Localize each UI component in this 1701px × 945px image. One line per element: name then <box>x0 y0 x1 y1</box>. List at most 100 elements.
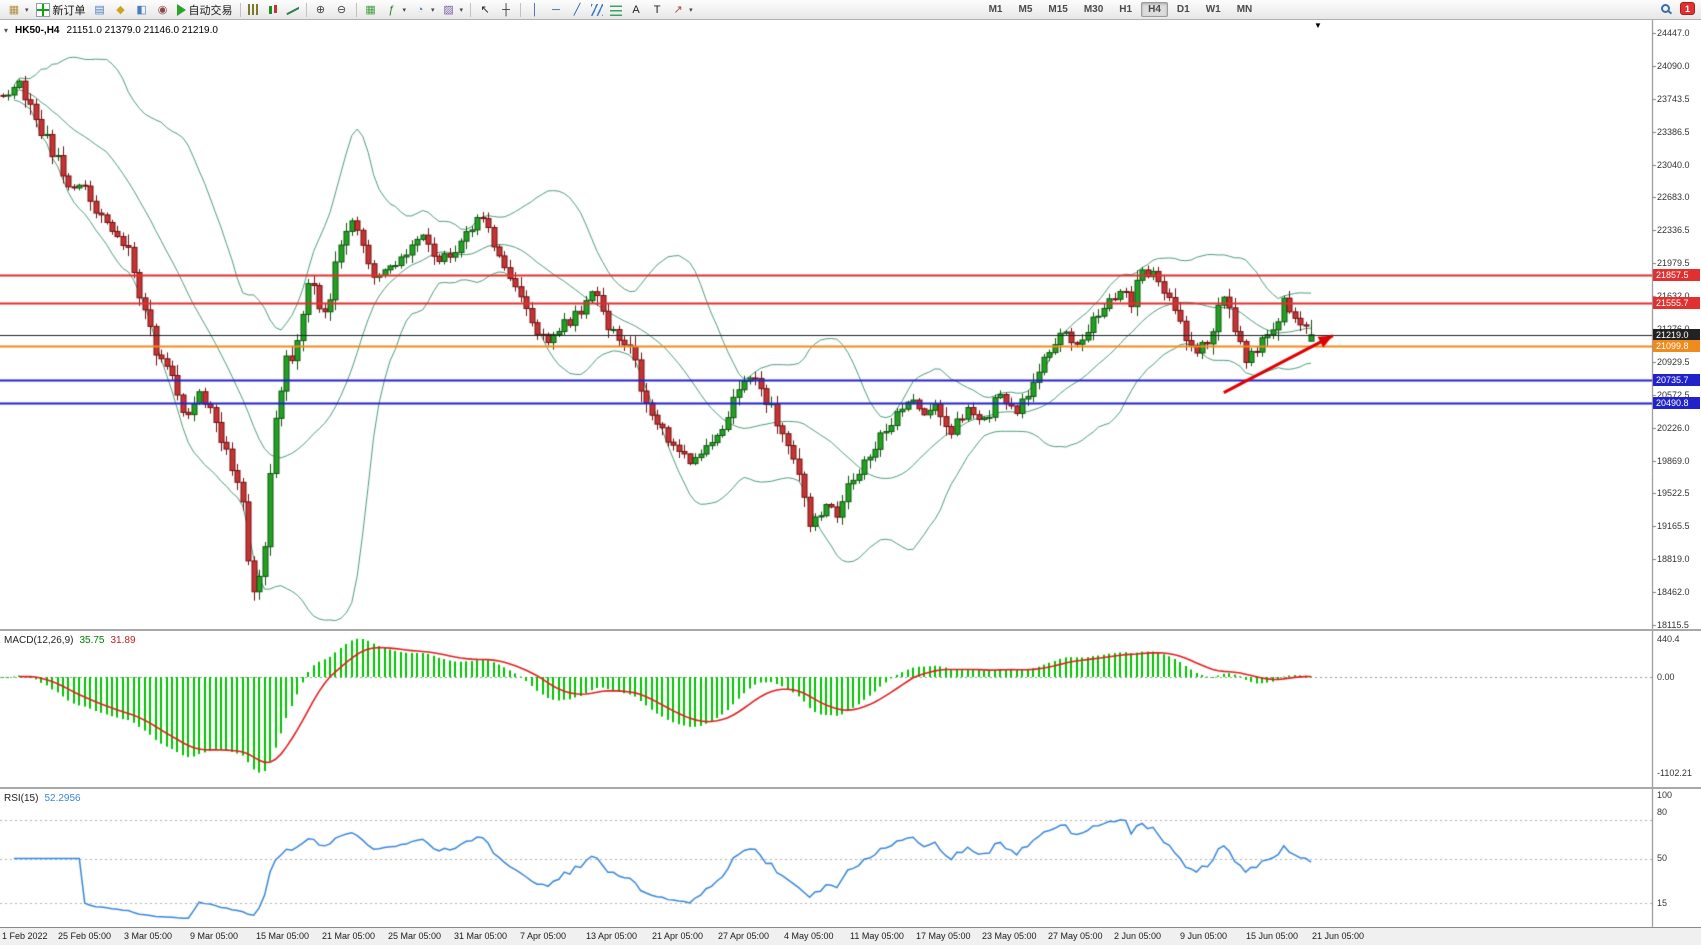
timeframe-h1-button[interactable]: H1 <box>1119 4 1133 15</box>
time-axis-label: 15 Mar 05:00 <box>256 931 310 941</box>
metaeditor-button[interactable]: ◆ <box>111 1 131 19</box>
templates-caret-icon: ▾ <box>459 6 464 14</box>
time-axis-label: 21 Apr 05:00 <box>652 931 704 941</box>
toolbar-separator <box>239 2 241 17</box>
notification-badge[interactable]: 1 <box>1680 2 1695 15</box>
periods-caret-icon: ▾ <box>431 6 435 14</box>
search-icon[interactable] <box>1661 4 1670 13</box>
timeframe-mn-button[interactable]: MN <box>1236 4 1253 15</box>
timeframe-w1-button[interactable]: W1 <box>1205 4 1221 15</box>
templates-button[interactable]: ▨ ▾ <box>439 1 467 19</box>
time-axis-label: 1 Feb 2022 <box>2 931 48 941</box>
market-watch-button[interactable]: ▤ <box>90 1 110 19</box>
vertical-line-button[interactable]: │ <box>525 1 545 19</box>
toolbar-separator <box>305 2 307 17</box>
zoom-in-icon: ⊕ <box>315 3 326 16</box>
crosshair-button[interactable]: ┼ <box>496 1 516 19</box>
time-axis-label: 27 Apr 05:00 <box>718 931 770 941</box>
timeframe-m5-button[interactable]: M5 <box>1018 4 1033 15</box>
macd-indicator-label: MACD(12,26,9) 35.75 31.89 <box>4 635 136 646</box>
timeframe-m1-button[interactable]: M1 <box>988 4 1003 15</box>
sounds-icon: ◉ <box>157 3 168 16</box>
metaeditor-icon: ◆ <box>116 3 125 16</box>
time-axis-label: 11 May 05:00 <box>850 931 904 941</box>
line-chart-icon <box>286 4 299 16</box>
cursor-button[interactable]: ↖ <box>475 1 495 19</box>
auto-trading-button[interactable]: 自动交易 <box>174 1 236 19</box>
time-axis-label: 7 Apr 05:00 <box>520 931 567 941</box>
zoom-out-icon: ⊖ <box>336 3 347 16</box>
auto-trading-icon <box>176 3 186 16</box>
time-axis-label: 17 May 05:00 <box>916 931 971 941</box>
equidistant-channel-button[interactable] <box>588 1 606 19</box>
periods-icon: ◔ <box>416 3 424 16</box>
text-button[interactable]: A <box>626 1 646 19</box>
rsi-name: RSI(15) <box>4 793 39 804</box>
arrows-caret-icon: ▾ <box>689 6 693 14</box>
horizontal-line-button[interactable]: ─ <box>546 1 566 19</box>
navigator-button[interactable]: ◧ <box>132 1 152 19</box>
toolbar: ▦ ▾ 新订单 ▤ ◆ ◧ ◉ 自动交易 ⊕ ⊖ ▦ ƒ ▾ ◔ ▾ ▨ ▾ ↖ ┼ │ ─ ╱ A T ↗ ▾ M1 M5 M15 M… <box>0 0 1701 20</box>
rsi-indicator-label: RSI(15) 52.2956 <box>4 793 81 804</box>
sounds-button[interactable]: ◉ <box>153 1 173 19</box>
arrows-icon: ↗ <box>673 3 683 16</box>
tile-windows-button[interactable]: ▦ <box>361 1 381 19</box>
panel-separator[interactable] <box>0 629 1701 631</box>
time-axis-label: 25 Mar 05:00 <box>388 931 442 941</box>
fibonacci-button[interactable] <box>607 1 625 19</box>
timeframe-m30-button[interactable]: M30 <box>1083 4 1104 15</box>
line-chart-button[interactable] <box>283 1 302 19</box>
text-icon: A <box>632 3 640 16</box>
bar-chart-button[interactable] <box>245 1 263 19</box>
new-order-button[interactable]: 新订单 <box>33 1 89 19</box>
macd-main-value: 35.75 <box>79 635 105 646</box>
time-axis-label: 27 May 05:00 <box>1048 931 1103 941</box>
toolbar-separator <box>355 2 357 17</box>
new-order-icon <box>35 2 50 17</box>
timeframe-d1-button[interactable]: D1 <box>1176 4 1190 15</box>
equidistant-channel-icon <box>591 3 604 16</box>
zoom-out-button[interactable]: ⊖ <box>332 1 352 19</box>
crosshair-icon: ┼ <box>502 3 510 16</box>
scroll-to-end-icon: ▼ <box>1314 21 1322 30</box>
cursor-icon: ↖ <box>480 3 490 16</box>
time-axis-label: 15 Jun 05:00 <box>1246 931 1299 941</box>
trendline-button[interactable]: ╱ <box>567 1 587 19</box>
timeframe-m15-button[interactable]: M15 <box>1048 4 1068 15</box>
tile-windows-icon: ▦ <box>365 3 376 16</box>
indicators-button[interactable]: ƒ ▾ <box>382 1 410 19</box>
new-chart-button[interactable]: ▦ ▾ <box>4 1 32 19</box>
new-chart-icon: ▦ <box>8 3 20 16</box>
templates-icon: ▨ <box>443 3 454 16</box>
candlestick-chart-icon <box>267 4 279 16</box>
vertical-line-icon: │ <box>531 3 539 16</box>
symbol-selector-icon[interactable]: ▾ <box>4 26 9 35</box>
arrows-button[interactable]: ↗ ▾ <box>668 1 696 19</box>
macd-name: MACD(12,26,9) <box>4 635 74 646</box>
horizontal-line-icon: ─ <box>552 3 560 16</box>
macd-signal-value: 31.89 <box>110 635 136 646</box>
panel-separator[interactable] <box>0 787 1701 789</box>
periods-button[interactable]: ◔ ▾ <box>410 1 438 19</box>
time-axis-label: 9 Jun 05:00 <box>1180 931 1228 941</box>
time-axis-label: 21 Mar 05:00 <box>322 931 376 941</box>
timeframe-h4-button[interactable]: H4 <box>1141 2 1168 17</box>
candlestick-chart-button[interactable] <box>264 1 282 19</box>
toolbar-right: 1 <box>1661 2 1695 15</box>
auto-trading-label: 自动交易 <box>188 4 233 17</box>
time-axis[interactable]: 1 Feb 2022 25 Feb 05:00 3 Mar 05:00 9 Mar 0… <box>0 927 1701 945</box>
zoom-in-button[interactable]: ⊕ <box>311 1 331 19</box>
time-axis-label: 4 May 05:00 <box>784 931 834 941</box>
toolbar-buttons: ▦ ▾ 新订单 ▤ ◆ ◧ ◉ 自动交易 ⊕ ⊖ ▦ ƒ ▾ ◔ ▾ ▨ ▾ ↖ ┼ │ ─ ╱ A T ↗ ▾ <box>4 1 696 19</box>
fibonacci-icon <box>610 3 623 16</box>
time-axis-label: 9 Mar 05:00 <box>190 931 239 941</box>
new-chart-caret-icon: ▾ <box>25 6 29 14</box>
navigator-icon: ◧ <box>136 3 147 16</box>
new-order-label: 新订单 <box>52 4 86 17</box>
rsi-value: 52.2956 <box>44 793 81 804</box>
text-label-button[interactable]: T <box>647 1 667 19</box>
time-axis-label: 2 Jun 05:00 <box>1114 931 1162 941</box>
time-axis-label: 13 Apr 05:00 <box>586 931 638 941</box>
toolbar-separator <box>520 2 522 17</box>
